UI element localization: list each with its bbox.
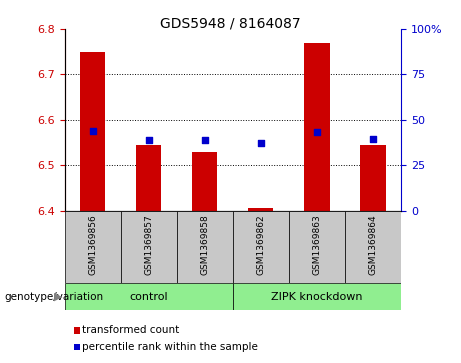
Text: GDS5948 / 8164087: GDS5948 / 8164087 bbox=[160, 16, 301, 30]
Point bbox=[257, 140, 265, 146]
Bar bbox=[177, 211, 233, 283]
Bar bbox=[361, 145, 386, 211]
Point bbox=[201, 137, 208, 143]
Bar bbox=[289, 211, 345, 283]
Text: control: control bbox=[130, 292, 168, 302]
Bar bbox=[233, 211, 289, 283]
Text: GSM1369863: GSM1369863 bbox=[313, 214, 321, 275]
Point bbox=[145, 137, 152, 143]
Text: percentile rank within the sample: percentile rank within the sample bbox=[82, 342, 258, 352]
Point bbox=[89, 128, 96, 134]
Text: GSM1369862: GSM1369862 bbox=[256, 214, 266, 275]
Text: transformed count: transformed count bbox=[82, 325, 179, 335]
Bar bbox=[65, 211, 121, 283]
Bar bbox=[345, 211, 401, 283]
Bar bbox=[233, 283, 401, 310]
Text: genotype/variation: genotype/variation bbox=[5, 292, 104, 302]
Bar bbox=[192, 152, 218, 211]
Bar bbox=[121, 211, 177, 283]
Bar bbox=[65, 283, 233, 310]
Text: ZIPK knockdown: ZIPK knockdown bbox=[271, 292, 363, 302]
Bar bbox=[304, 43, 330, 211]
Text: GSM1369856: GSM1369856 bbox=[88, 214, 97, 275]
Point bbox=[313, 129, 321, 135]
Bar bbox=[80, 52, 105, 211]
Bar bbox=[248, 208, 273, 211]
Text: GSM1369864: GSM1369864 bbox=[368, 214, 378, 275]
Text: GSM1369858: GSM1369858 bbox=[200, 214, 209, 275]
Text: ▶: ▶ bbox=[54, 292, 62, 302]
Point bbox=[369, 136, 377, 142]
Bar bbox=[136, 145, 161, 211]
Text: GSM1369857: GSM1369857 bbox=[144, 214, 153, 275]
